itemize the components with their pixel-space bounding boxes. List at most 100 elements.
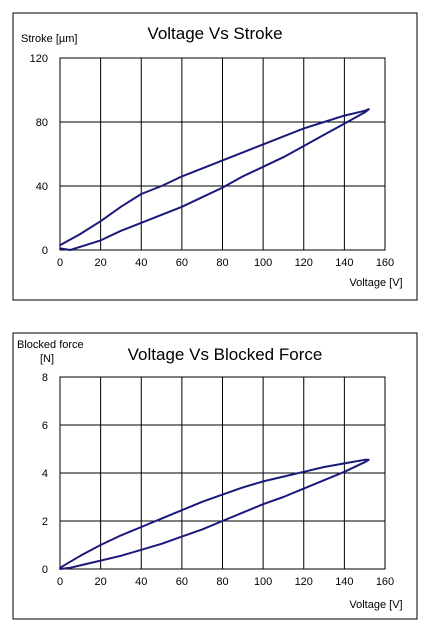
data-point xyxy=(302,127,305,130)
y-tick-labels: 0 2 4 6 8 xyxy=(42,372,48,576)
data-point xyxy=(302,470,305,473)
x-axis-label: Voltage [V] xyxy=(349,277,402,289)
data-point xyxy=(262,143,265,146)
data-point xyxy=(180,205,183,208)
data-point xyxy=(99,559,102,562)
data-point xyxy=(343,470,346,473)
y-tick-label: 0 xyxy=(42,564,48,576)
y-axis-label-line2: [N] xyxy=(40,353,54,365)
data-point xyxy=(262,503,265,506)
chart-title: Voltage Vs Stroke xyxy=(147,24,282,43)
x-tick-label: 20 xyxy=(95,576,107,588)
stroke-chart: Stroke [µm] Voltage Vs Stroke Voltage [V… xyxy=(12,12,418,301)
data-point xyxy=(180,535,183,538)
chart-frame xyxy=(12,332,418,620)
x-tick-label: 140 xyxy=(335,257,353,269)
data-point xyxy=(282,156,285,159)
x-tick-label: 60 xyxy=(176,576,188,588)
data-point xyxy=(99,239,102,242)
data-point xyxy=(221,186,224,189)
data-point xyxy=(343,122,346,125)
gridlines xyxy=(60,58,385,250)
data-point xyxy=(367,458,370,461)
data-point xyxy=(59,244,61,247)
x-tick-label: 80 xyxy=(216,576,228,588)
data-point xyxy=(201,196,204,199)
data-point xyxy=(160,542,163,545)
y-axis-label-line1: Blocked force xyxy=(17,339,84,351)
data-point xyxy=(120,534,122,537)
data-point xyxy=(241,175,244,178)
data-point xyxy=(160,213,163,216)
y-tick-label: 2 xyxy=(42,516,48,528)
data-point xyxy=(363,458,366,461)
data-point xyxy=(79,554,82,557)
y-tick-label: 0 xyxy=(42,245,48,257)
y-tick-label: 8 xyxy=(42,372,48,384)
data-point xyxy=(302,487,305,490)
data-point xyxy=(302,145,305,147)
data-point xyxy=(160,185,163,187)
data-point xyxy=(99,220,102,223)
data-point xyxy=(120,229,122,232)
data-point xyxy=(99,544,102,546)
y-tick-label: 4 xyxy=(42,468,48,480)
data-point xyxy=(140,193,143,195)
data-point xyxy=(59,247,61,250)
x-tick-label: 100 xyxy=(254,576,272,588)
data-point xyxy=(363,461,366,464)
gridlines xyxy=(60,377,385,569)
x-tick-label: 120 xyxy=(295,257,313,269)
y-tick-label: 120 xyxy=(30,53,48,65)
chart-frame xyxy=(12,12,418,301)
x-tick-labels: 0 20 40 60 80 100 120 140 160 xyxy=(57,257,394,269)
data-point xyxy=(69,249,72,251)
series-group xyxy=(59,458,370,570)
data-point xyxy=(221,520,224,522)
x-tick-label: 140 xyxy=(335,576,353,588)
y-tick-label: 40 xyxy=(36,181,48,193)
data-point xyxy=(323,121,325,123)
data-point xyxy=(221,493,224,496)
data-point xyxy=(262,165,265,168)
data-point xyxy=(120,205,122,208)
data-point xyxy=(221,159,224,162)
x-tick-label: 160 xyxy=(376,576,394,588)
data-point xyxy=(201,167,204,170)
data-point xyxy=(282,135,285,138)
x-tick-label: 120 xyxy=(295,576,313,588)
x-tick-label: 40 xyxy=(135,257,147,269)
series-line-descending xyxy=(59,458,370,570)
x-tick-label: 40 xyxy=(135,576,147,588)
x-tick-label: 0 xyxy=(57,257,63,269)
series-group xyxy=(59,108,370,251)
x-tick-label: 20 xyxy=(95,257,107,269)
y-tick-labels: 0 40 80 120 xyxy=(30,53,48,257)
data-point xyxy=(201,500,204,503)
data-point xyxy=(282,475,285,478)
data-point xyxy=(241,511,244,514)
data-point xyxy=(140,526,143,528)
y-tick-label: 80 xyxy=(36,117,48,129)
y-axis-label: Stroke [µm] xyxy=(21,33,77,45)
x-tick-label: 60 xyxy=(176,257,188,269)
x-tick-label: 160 xyxy=(376,257,394,269)
data-point xyxy=(79,245,82,248)
data-point xyxy=(69,566,72,569)
data-point xyxy=(343,462,346,465)
x-tick-label: 0 xyxy=(57,576,63,588)
data-point xyxy=(140,221,143,224)
data-point xyxy=(59,568,61,570)
data-point xyxy=(201,528,204,531)
data-point xyxy=(241,486,244,489)
data-point xyxy=(120,554,122,557)
data-point xyxy=(241,151,244,154)
x-axis-label: Voltage [V] xyxy=(349,599,402,611)
data-point xyxy=(79,564,82,567)
x-tick-label: 100 xyxy=(254,257,272,269)
data-point xyxy=(180,509,183,512)
x-tick-labels: 0 20 40 60 80 100 120 140 160 xyxy=(57,576,394,588)
data-point xyxy=(367,108,370,111)
data-point xyxy=(79,233,82,235)
